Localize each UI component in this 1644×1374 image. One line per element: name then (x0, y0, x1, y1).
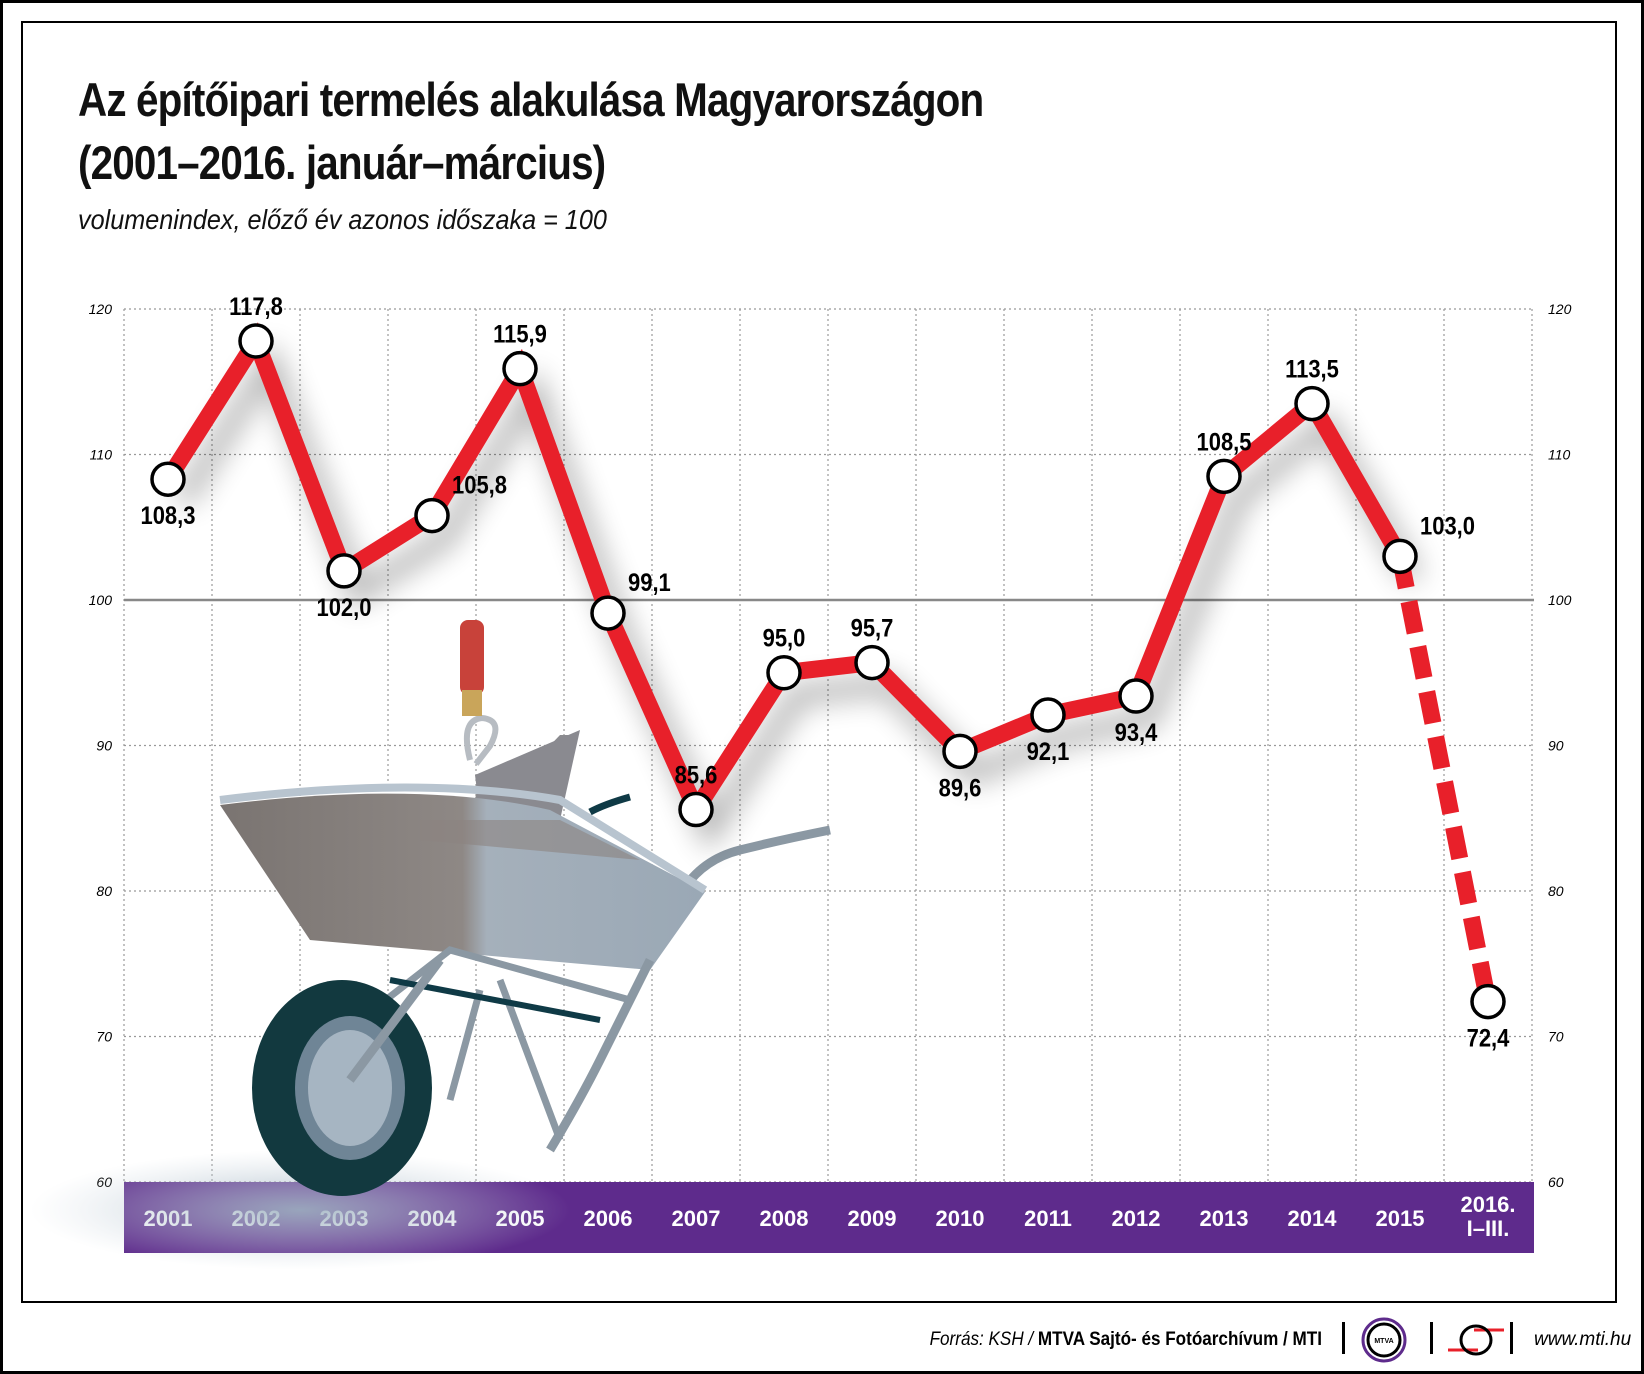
data-point (1206, 458, 1242, 495)
divider (1342, 1322, 1345, 1354)
x-tick-label: 2015 (1376, 1206, 1425, 1231)
data-label: 85,6 (675, 761, 718, 789)
data-label: 92,1 (1027, 738, 1070, 766)
divider (1510, 1322, 1513, 1354)
data-point (238, 323, 274, 359)
chart-frame (21, 21, 1617, 1303)
y-tick-label-right: 110 (1548, 447, 1571, 463)
source-prefix: Forrás: KSH / (929, 1329, 1034, 1350)
x-tick-label: 2013 (1200, 1206, 1249, 1231)
data-point (150, 461, 186, 497)
data-point (942, 733, 978, 770)
website-url: www.mti.hu (1534, 1329, 1632, 1350)
source-credit: Forrás: KSH / MTVA Sajtó- és Fotóarchívu… (930, 1329, 1322, 1351)
y-tick-label-left: 70 (96, 1029, 112, 1045)
mtva-logo: MTVA (1361, 1317, 1407, 1363)
data-point (1030, 697, 1066, 733)
line-shadow (173, 340, 1423, 853)
data-label: 93,4 (1115, 719, 1158, 747)
y-tick-label-right: 100 (1548, 592, 1572, 608)
trowel-handle (460, 620, 484, 695)
data-label: 113,5 (1285, 355, 1339, 383)
data-point (326, 553, 362, 589)
y-tick-label-left: 100 (89, 592, 113, 608)
data-point (1294, 385, 1330, 422)
data-point (414, 497, 450, 534)
series-line-dashed (1391, 554, 1497, 1004)
chart-title-line2: (2001–2016. január–március) (78, 136, 606, 189)
data-point (854, 644, 890, 681)
data-label: 115,9 (493, 320, 547, 348)
data-point (590, 595, 626, 631)
y-tick-label-left: 90 (96, 738, 112, 754)
x-tick-label: 2007 (672, 1206, 721, 1231)
x-tick-label: 2011 (1024, 1206, 1072, 1231)
data-label: 117,8 (229, 293, 283, 321)
source-agency: MTVA Sajtó- és Fotóarchívum / MTI (1037, 1329, 1322, 1350)
data-label: 102,0 (316, 594, 371, 622)
data-label: 72,4 (1467, 1024, 1510, 1052)
y-tick-label-right: 120 (1548, 301, 1572, 317)
chart-title-line1: Az építőipari termelés alakulása Magyaro… (78, 73, 984, 126)
x-tick-label: 2006 (584, 1206, 633, 1231)
y-tick-label-right: 90 (1548, 738, 1564, 754)
y-tick-label-left: 120 (89, 301, 113, 317)
data-point (1470, 983, 1506, 1020)
y-tick-label-right: 70 (1548, 1029, 1564, 1045)
x-tick-label: 2010 (936, 1206, 985, 1231)
data-label: 95,7 (851, 614, 894, 642)
data-point (502, 350, 538, 387)
y-tick-label-left: 110 (90, 447, 113, 463)
data-label: 108,5 (1196, 428, 1251, 456)
data-label: 95,0 (763, 624, 806, 652)
data-point (678, 791, 714, 828)
x-tick-label: 2012 (1112, 1206, 1161, 1231)
y-tick-label-left: 80 (96, 883, 112, 899)
data-point (1382, 538, 1418, 575)
data-label: 105,8 (452, 471, 507, 499)
x-tick-label: 2014 (1288, 1206, 1338, 1231)
chart-subtitle: volumenindex, előző év azonos időszaka =… (78, 204, 607, 235)
x-tick-label: 2008 (760, 1206, 809, 1231)
data-points: 108,3 117,8 102,0 105,8 115,9 99,1 85,6 95,0 95,… (140, 293, 1509, 1052)
wheelbarrow-illustration (30, 620, 831, 1270)
x-tick-label: 2009 (848, 1206, 897, 1231)
mti-logo (1448, 1324, 1504, 1356)
mtva-logo-text: MTVA (1374, 1338, 1393, 1345)
data-label: 89,6 (939, 774, 982, 802)
data-point (766, 655, 802, 691)
footer: Forrás: KSH / MTVA Sajtó- és Fotóarchívu… (0, 1317, 1644, 1363)
data-point (1118, 678, 1154, 714)
divider (1430, 1322, 1433, 1354)
y-tick-label-right: 60 (1548, 1174, 1564, 1190)
data-label: 108,3 (140, 502, 195, 530)
y-tick-label-right: 80 (1548, 883, 1564, 899)
data-label: 99,1 (628, 569, 671, 597)
x-tick-label: 2016. I–III. (1460, 1192, 1515, 1241)
data-label: 103,0 (1420, 512, 1475, 540)
